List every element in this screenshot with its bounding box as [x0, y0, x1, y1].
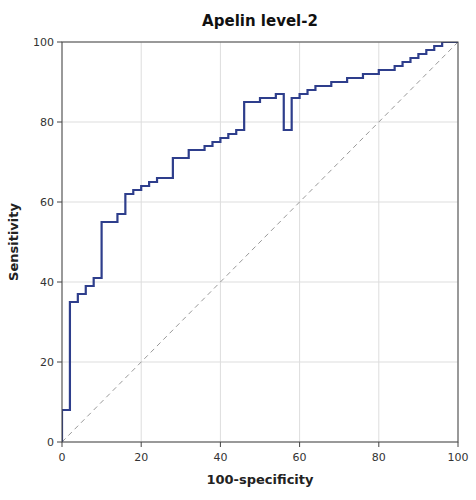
- data-group: [62, 42, 458, 442]
- x-tick: [458, 442, 459, 447]
- chart-svg: 0 20 40 60 80 100 0 20 40 60 80 100 100-specificity S…: [0, 0, 476, 500]
- grid-line-x: [141, 42, 142, 442]
- y-tick-label: 80: [40, 116, 54, 129]
- grid: [62, 42, 458, 442]
- y-tick: [57, 122, 62, 123]
- y-tick-label: 20: [40, 356, 54, 369]
- x-tick: [299, 442, 300, 447]
- y-tick-label: 0: [47, 436, 54, 449]
- x-tick-label: 80: [372, 451, 386, 464]
- y-tick-label: 100: [33, 36, 54, 49]
- x-tick: [220, 442, 221, 447]
- y-tick-label: 60: [40, 196, 54, 209]
- plot-area: [62, 42, 458, 442]
- x-tick-label: 60: [293, 451, 307, 464]
- y-tick: [57, 202, 62, 203]
- grid-line-x: [378, 42, 379, 442]
- grid-line-y: [62, 282, 458, 283]
- x-tick-label: 100: [448, 451, 469, 464]
- y-tick-label: 40: [40, 276, 54, 289]
- plot-frame: [62, 42, 458, 442]
- y-tick: [57, 362, 62, 363]
- x-tick: [378, 442, 379, 447]
- y-tick: [57, 42, 62, 43]
- x-tick: [62, 442, 63, 447]
- y-tick: [57, 442, 62, 443]
- grid-line-y: [62, 122, 458, 123]
- x-tick: [141, 442, 142, 447]
- grid-line-x: [220, 42, 221, 442]
- roc-line: [62, 42, 458, 442]
- grid-line-x: [299, 42, 300, 442]
- x-axis-label: 100-specificity: [206, 472, 314, 487]
- grid-line-y: [62, 362, 458, 363]
- ticks: 0 20 40 60 80 100 0 20 40 60 80 100: [33, 36, 469, 464]
- reference-diagonal: [62, 42, 458, 442]
- chart-container: 0 20 40 60 80 100 0 20 40 60 80 100 100-specificity S…: [0, 0, 476, 500]
- x-tick-label: 0: [59, 451, 66, 464]
- y-tick: [57, 282, 62, 283]
- x-tick-label: 20: [134, 451, 148, 464]
- y-axis-label: Sensitivity: [6, 203, 21, 281]
- grid-line-y: [62, 202, 458, 203]
- chart-title: Apelin level-2: [202, 12, 318, 30]
- x-tick-label: 40: [213, 451, 227, 464]
